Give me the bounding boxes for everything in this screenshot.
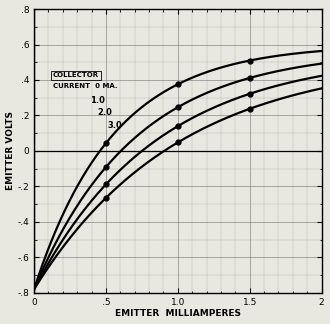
Text: 1.0: 1.0	[90, 96, 105, 105]
Text: CURRENT  0 MA.: CURRENT 0 MA.	[53, 83, 117, 89]
X-axis label: EMITTER  MILLIAMPERES: EMITTER MILLIAMPERES	[115, 309, 241, 318]
Text: COLLECTOR: COLLECTOR	[53, 72, 99, 78]
Text: 3.0: 3.0	[107, 121, 122, 130]
Text: 2.0: 2.0	[97, 109, 112, 118]
Y-axis label: EMITTER VOLTS: EMITTER VOLTS	[6, 111, 15, 191]
